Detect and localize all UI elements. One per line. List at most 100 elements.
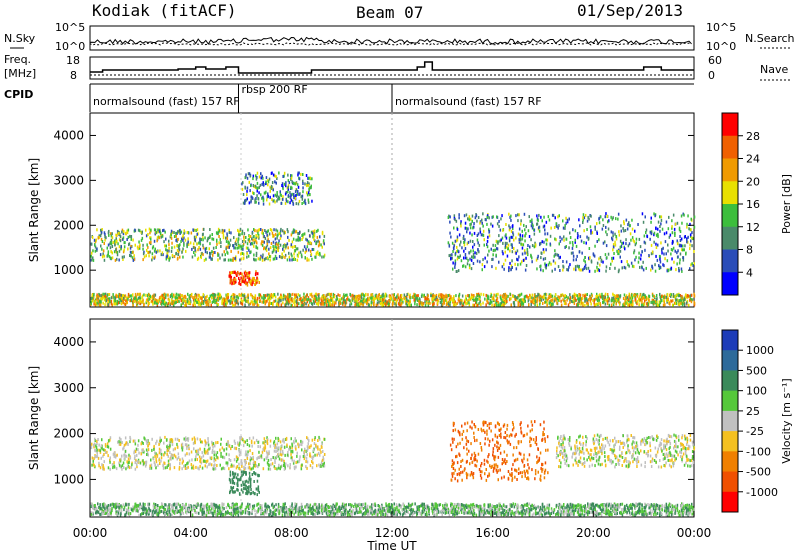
echo-cell [656,300,658,304]
echo-cell [209,251,211,255]
echo-cell [275,456,277,460]
echo-cell [137,301,139,305]
echo-cell [202,454,205,458]
echo-cell [263,441,265,445]
echo-cell [505,223,507,226]
echo-cell [121,454,123,458]
echo-cell [307,303,310,307]
echo-cell [547,296,550,300]
echo-cell [480,292,482,296]
echo-cell [462,237,465,240]
echo-cell [339,301,341,305]
echo-cell [267,183,269,187]
echo-cell [307,183,310,187]
echo-cell [468,263,471,267]
echo-cell [241,182,243,186]
echo-cell [515,236,517,240]
echo-cell [169,463,171,467]
echo-cell [645,295,648,299]
echo-cell [318,240,321,244]
echo-cell [271,462,274,466]
echo-cell [322,301,324,305]
echo-cell [579,224,581,228]
echo-cell [631,264,634,268]
echo-cell [238,230,240,234]
echo-cell [544,257,547,261]
echo-cell [587,302,589,306]
echo-cell [328,301,330,305]
echo-cell [120,457,122,461]
echo-cell [116,295,118,298]
echo-cell [675,298,677,302]
echo-cell [630,301,633,305]
echo-cell [554,261,557,265]
echo-cell [135,300,138,304]
echo-cell [403,296,405,300]
echo-cell [471,295,474,299]
echo-cell [174,301,176,305]
echo-cell [161,298,163,302]
echo-cell [501,236,504,240]
echo-cell [488,249,490,253]
echo-cell [447,294,450,298]
echo-cell [104,238,106,242]
echo-cell [228,245,230,249]
echo-cell [604,240,606,244]
echo-cell [254,184,257,188]
echo-cell [490,293,493,297]
echo-cell [110,234,113,238]
echo-cell [253,302,256,306]
echo-cell [654,300,656,304]
echo-cell [671,231,674,235]
echo-cell [142,258,144,262]
echo-cell [572,258,575,262]
echo-cell [497,300,499,304]
echo-cell [527,229,530,233]
echo-cell [359,297,361,301]
echo-cell [280,453,283,457]
echo-cell [222,297,224,301]
echo-cell [143,303,145,307]
echo-cell [174,447,176,451]
echo-cell [247,254,250,258]
echo-cell [356,303,358,307]
echo-cell [331,303,333,307]
echo-cell [509,249,511,253]
echo-cell [614,266,616,270]
echo-cell [147,233,149,236]
echo-cell [690,239,692,243]
echo-cell [403,293,406,297]
echo-cell [375,303,378,307]
echo-cell [148,297,150,301]
echo-cell [258,296,261,299]
echo-cell [650,216,652,220]
echo-cell [106,297,109,301]
echo-cell [259,293,262,297]
echo-cell [149,295,152,298]
echo-cell [137,443,139,447]
echo-cell [248,180,250,184]
echo-cell [226,463,229,467]
echo-cell [197,302,200,306]
echo-cell [577,295,580,299]
echo-cell [614,243,617,247]
echo-cell [693,303,696,307]
echo-cell [671,239,674,243]
echo-cell [109,436,112,440]
echo-cell [456,257,459,261]
echo-cell [538,226,540,230]
echo-cell [91,293,93,297]
echo-cell [270,187,272,190]
echo-cell [317,252,320,256]
echo-cell [270,184,273,188]
echo-cell [309,186,311,190]
echo-cell [187,438,189,442]
echo-cell [362,300,364,303]
echo-cell [659,257,661,261]
echo-cell [335,298,337,302]
echo-cell [579,296,581,300]
echo-cell [179,243,181,247]
echo-cell [432,300,434,304]
echo-cell [196,298,199,302]
